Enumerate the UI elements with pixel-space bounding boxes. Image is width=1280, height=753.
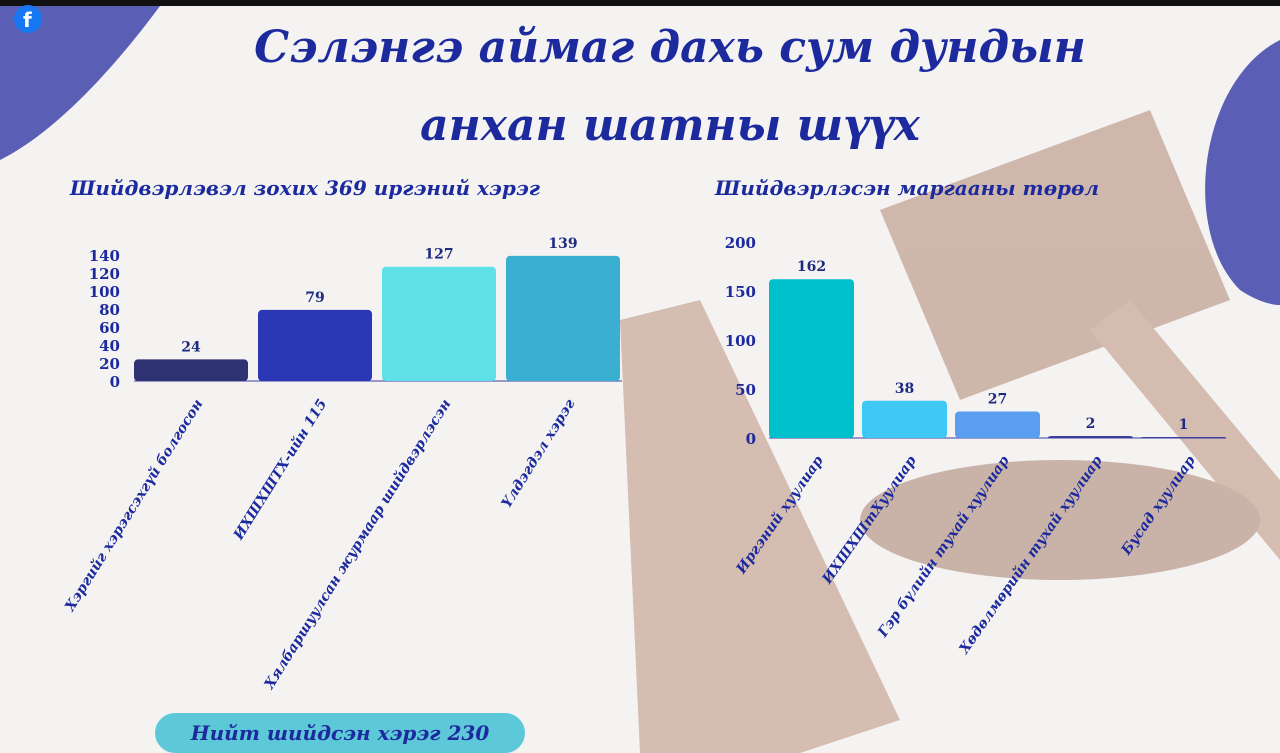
bar <box>1141 437 1226 439</box>
value-label: 1 <box>1179 417 1189 433</box>
y-tick-label: 0 <box>746 430 756 448</box>
footer-pill <box>155 713 525 753</box>
gavel-decoration <box>620 110 1280 753</box>
main-title: анхан шатны шүүх <box>420 100 920 151</box>
value-label: 38 <box>895 381 914 397</box>
value-label: 24 <box>181 339 201 355</box>
facebook-icon <box>14 5 42 33</box>
value-label: 139 <box>548 236 577 252</box>
blob-right <box>1205 40 1280 305</box>
bar <box>258 309 372 381</box>
y-tick-label: 20 <box>99 355 120 373</box>
top-strip <box>0 0 1280 6</box>
chart-title: Шийдвэрлэвэл зохих 369 иргэний хэрэг <box>69 176 541 200</box>
y-tick-label: 100 <box>89 283 120 301</box>
y-tick-label: 100 <box>725 332 756 350</box>
footer-text: Нийт шийдсэн хэрэг 230 <box>190 721 490 745</box>
value-label: 79 <box>305 290 324 306</box>
y-tick-label: 150 <box>725 283 756 301</box>
value-label: 127 <box>424 247 453 263</box>
bar <box>955 411 1040 438</box>
bar <box>862 400 947 438</box>
y-tick-label: 140 <box>89 247 120 265</box>
value-label: 2 <box>1086 416 1096 432</box>
value-label: 27 <box>988 392 1007 408</box>
bar <box>506 255 620 381</box>
bar <box>134 359 248 381</box>
y-tick-label: 0 <box>110 373 120 391</box>
blob-left <box>0 6 160 160</box>
y-tick-label: 80 <box>99 301 120 319</box>
y-tick-label: 60 <box>99 319 120 337</box>
y-tick-label: 50 <box>735 381 756 399</box>
value-label: 162 <box>797 259 826 275</box>
bar <box>769 279 854 438</box>
main-title: Сэлэнгэ аймаг дахь сум дундын <box>254 22 1086 73</box>
chart-title: Шийдвэрлэсэн маргааны төрөл <box>714 176 1099 200</box>
bar <box>382 266 496 381</box>
y-tick-label: 120 <box>89 265 120 283</box>
facebook-glyph: f <box>23 8 32 32</box>
y-tick-label: 40 <box>99 337 120 355</box>
y-tick-label: 200 <box>725 234 756 252</box>
bar <box>1048 436 1133 438</box>
